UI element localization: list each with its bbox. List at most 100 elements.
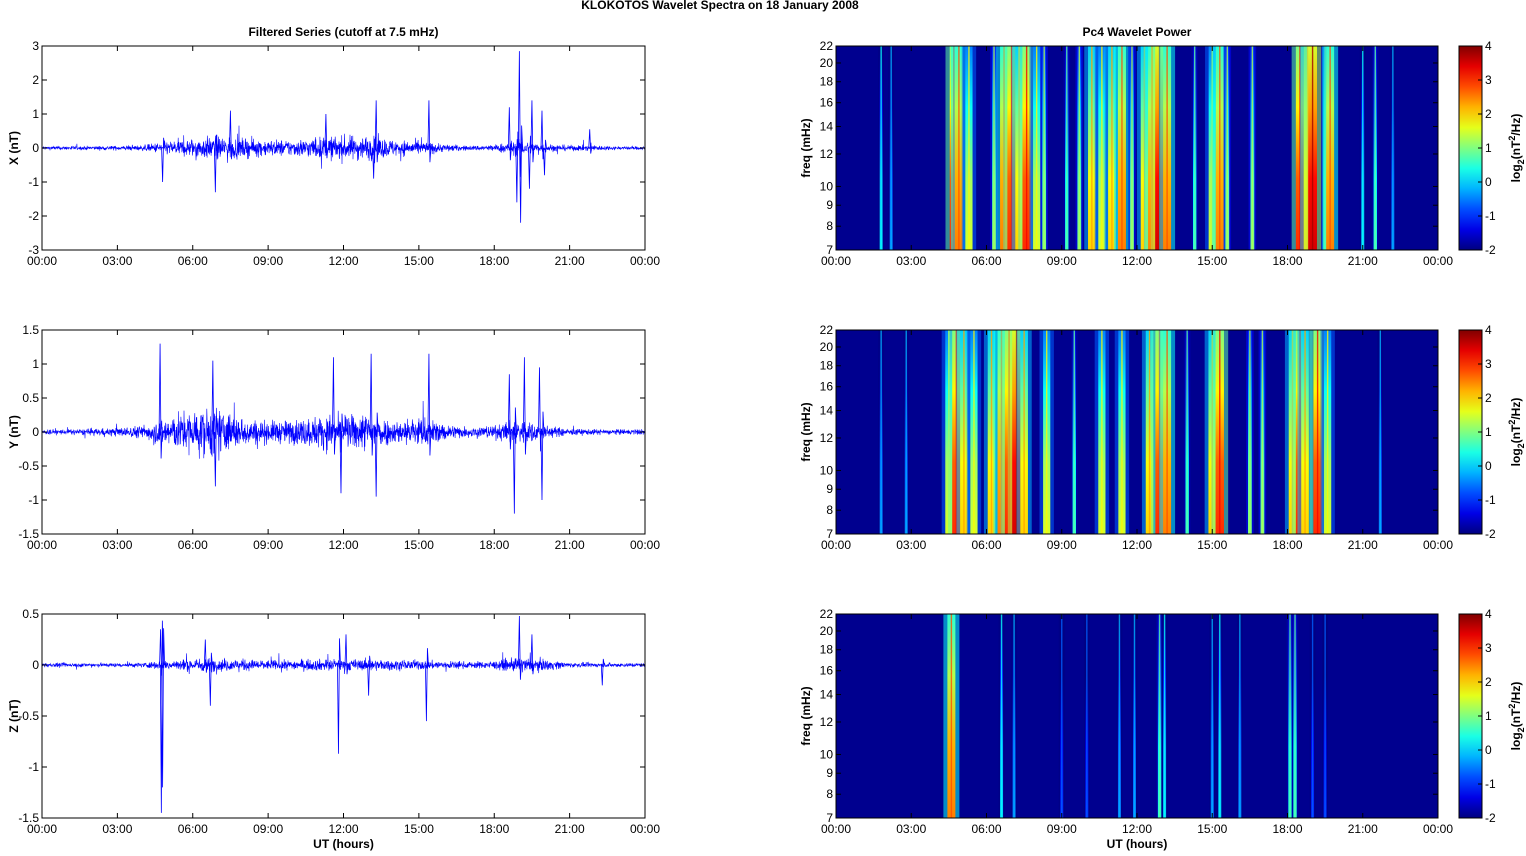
spike-mark: [427, 100, 432, 163]
burst-core: [973, 330, 975, 534]
y-tick-label: 12: [820, 431, 834, 445]
colorbar-label-part: 2: [1516, 159, 1526, 164]
x-tick-label: 06:00: [178, 538, 208, 552]
colorbar-label: log2(nT2/Hz): [1507, 398, 1526, 467]
y-tick-label: -1.5: [18, 811, 39, 825]
y-tick-label: 0.5: [22, 391, 39, 405]
burst-core: [890, 46, 892, 250]
colorbar-label-part: /Hz): [1509, 398, 1523, 420]
x-tick-label: 00:00: [821, 538, 851, 552]
y-tick-label: -0.5: [18, 459, 39, 473]
y-tick-label: -0.5: [18, 709, 39, 723]
burst-core: [1289, 614, 1291, 818]
colorbar-label-part: 2: [1507, 136, 1517, 141]
x-tick-label: 12:00: [1122, 822, 1152, 836]
panel-title: Pc4 Wavelet Power: [1083, 25, 1192, 39]
spike-mark: [332, 357, 336, 455]
burst-core: [1311, 46, 1314, 250]
y-tick-label: 20: [820, 624, 834, 638]
y-axis-label: X (nT): [7, 131, 21, 165]
x-tick-label: 00:00: [27, 538, 57, 552]
heatmap-bursts: [878, 330, 1384, 534]
x-tick-label: 21:00: [555, 822, 585, 836]
x-tick-label: 09:00: [1047, 822, 1077, 836]
colorbar-tick-label: 0: [1485, 175, 1492, 189]
x-axis-label: UT (hours): [1107, 837, 1168, 851]
x-tick-label: 15:00: [1197, 822, 1227, 836]
heatmap-bursts: [878, 46, 1396, 250]
x-tick-label: 09:00: [1047, 538, 1077, 552]
burst-core: [1304, 330, 1306, 534]
figure-title: KLOKOTOS Wavelet Spectra on 18 January 2…: [581, 0, 859, 12]
x-tick-label: 00:00: [1423, 254, 1453, 268]
burst-core: [1261, 330, 1264, 534]
x-tick-label: 09:00: [1047, 254, 1077, 268]
burst-core: [1046, 330, 1048, 534]
burst-core: [1013, 614, 1015, 818]
y-tick-label: -1: [28, 493, 39, 507]
spike-mark: [203, 639, 208, 673]
burst-core: [1329, 46, 1331, 250]
x-tick-label: 00:00: [1423, 822, 1453, 836]
y-tick-label: 20: [820, 56, 834, 70]
x-tick-label: 03:00: [102, 538, 132, 552]
x-tick-label: 00:00: [821, 254, 851, 268]
y-tick-label: 0: [32, 141, 39, 155]
burst-core: [1163, 614, 1166, 818]
spike-mark: [208, 652, 213, 706]
x-tick-label: 18:00: [1272, 822, 1302, 836]
spike-mark: [427, 353, 432, 456]
colorbar-tick-label: 1: [1485, 709, 1492, 723]
y-axis-label: Y (nT): [7, 415, 21, 449]
spike-mark: [372, 138, 377, 179]
y-tick-label: 8: [826, 787, 833, 801]
burst-core: [1101, 330, 1103, 534]
heatmap-background: [836, 330, 1438, 534]
spike-mark: [543, 139, 547, 176]
y-tick-label: 1.5: [22, 323, 39, 337]
x-tick-label: 00:00: [630, 822, 660, 836]
burst-core: [1066, 46, 1068, 250]
y-tick-label: 18: [820, 359, 834, 373]
spike-mark: [161, 628, 165, 788]
burst-core: [1326, 330, 1329, 534]
series-line-X: [42, 125, 645, 169]
spike-mark: [425, 648, 429, 722]
burst-core: [1158, 614, 1161, 818]
x-tick-label: 21:00: [1348, 822, 1378, 836]
x-tick-label: 00:00: [630, 538, 660, 552]
burst-core: [880, 330, 882, 534]
x-tick-label: 18:00: [479, 822, 509, 836]
burst-core: [990, 330, 993, 534]
burst-core: [1186, 330, 1188, 534]
spike-mark: [517, 616, 522, 680]
x-tick-label: 03:00: [102, 254, 132, 268]
y-tick-label: 7: [826, 243, 833, 257]
series-line-Z: [42, 652, 645, 675]
burst-core: [963, 330, 965, 534]
series-line-Y: [42, 400, 645, 461]
burst-core: [1111, 46, 1113, 250]
burst-core: [1078, 46, 1081, 250]
colorbar-label-part: 2: [1516, 727, 1526, 732]
y-tick-label: 14: [820, 688, 834, 702]
x-tick-label: 09:00: [253, 254, 283, 268]
burst-core: [1131, 46, 1133, 250]
burst-core: [1166, 330, 1168, 534]
y-tick-label: -3: [28, 243, 39, 257]
colorbar-label-part: (nT: [1509, 424, 1523, 443]
x-tick-label: 06:00: [971, 254, 1001, 268]
x-tick-label: 12:00: [1122, 254, 1152, 268]
x-tick-label: 15:00: [1197, 254, 1227, 268]
x-tick-label: 21:00: [555, 538, 585, 552]
burst-core: [1091, 46, 1093, 250]
spike-mark: [158, 343, 163, 459]
burst-core: [968, 46, 970, 250]
panel-title: Filtered Series (cutoff at 7.5 mHz): [248, 25, 438, 39]
colorbar-tick-label: 2: [1485, 391, 1492, 405]
x-tick-label: 06:00: [971, 538, 1001, 552]
spike-mark: [507, 107, 512, 161]
spike-mark: [339, 413, 344, 494]
y-tick-label: 7: [826, 811, 833, 825]
